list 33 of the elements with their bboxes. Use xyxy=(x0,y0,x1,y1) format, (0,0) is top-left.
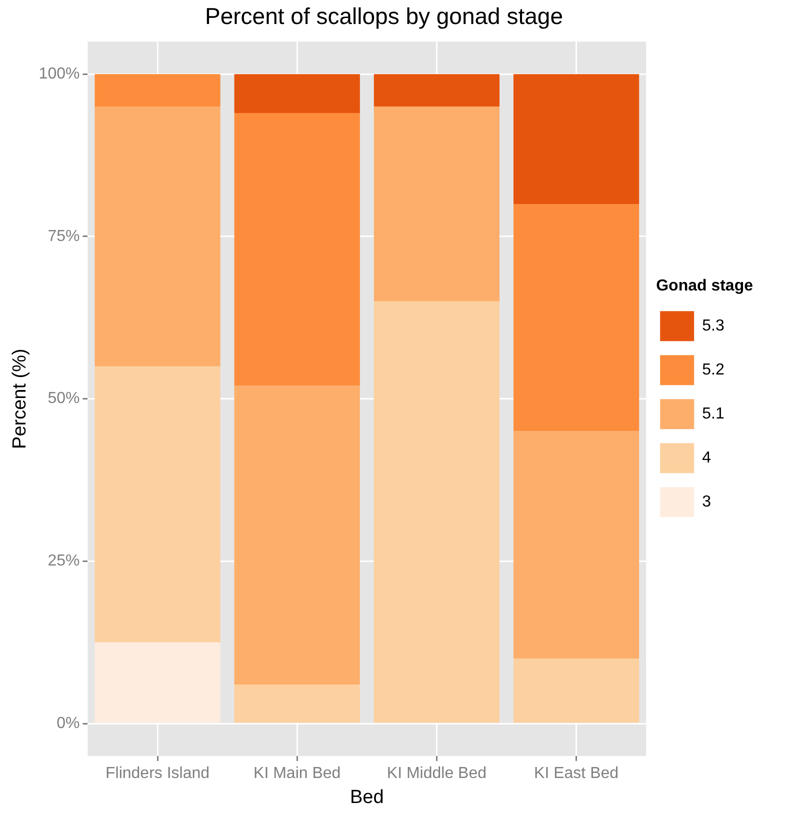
legend-label: 4 xyxy=(702,450,712,467)
y-tick-label: 25% xyxy=(48,552,80,570)
bar xyxy=(94,366,220,642)
bar xyxy=(374,301,500,723)
bar xyxy=(94,106,220,366)
bar xyxy=(94,642,220,723)
y-axis-title: Percent (%) xyxy=(10,348,31,449)
bar xyxy=(374,106,500,302)
y-tick-label: 0% xyxy=(56,714,80,732)
legend-label: 5.3 xyxy=(702,318,724,335)
y-tick-label: 75% xyxy=(48,228,80,245)
x-tick-label: Flinders Island xyxy=(105,765,210,782)
legend-label: 5.2 xyxy=(702,362,724,379)
x-tick-label: KI Middle Bed xyxy=(386,765,487,782)
bar xyxy=(374,74,500,107)
bar xyxy=(234,684,360,723)
bar xyxy=(234,74,360,114)
bar xyxy=(513,431,640,659)
bar xyxy=(234,386,360,685)
bar xyxy=(513,658,640,723)
bar xyxy=(513,204,640,432)
x-axis-title: Bed xyxy=(350,786,384,808)
y-tick-label: 100% xyxy=(38,65,80,82)
x-tick-label: KI Main Bed xyxy=(254,765,341,782)
x-tick-label: KI East Bed xyxy=(534,765,619,782)
chart-title: Percent of scallops by gonad stage xyxy=(204,3,564,30)
legend-label: 3 xyxy=(702,494,712,511)
y-tick-label: 50% xyxy=(48,390,80,408)
legend-label: 5.1 xyxy=(702,406,724,423)
bar xyxy=(94,74,220,107)
bar xyxy=(513,74,640,204)
legend-title: Gonad stage xyxy=(656,277,754,294)
bar xyxy=(234,113,360,386)
